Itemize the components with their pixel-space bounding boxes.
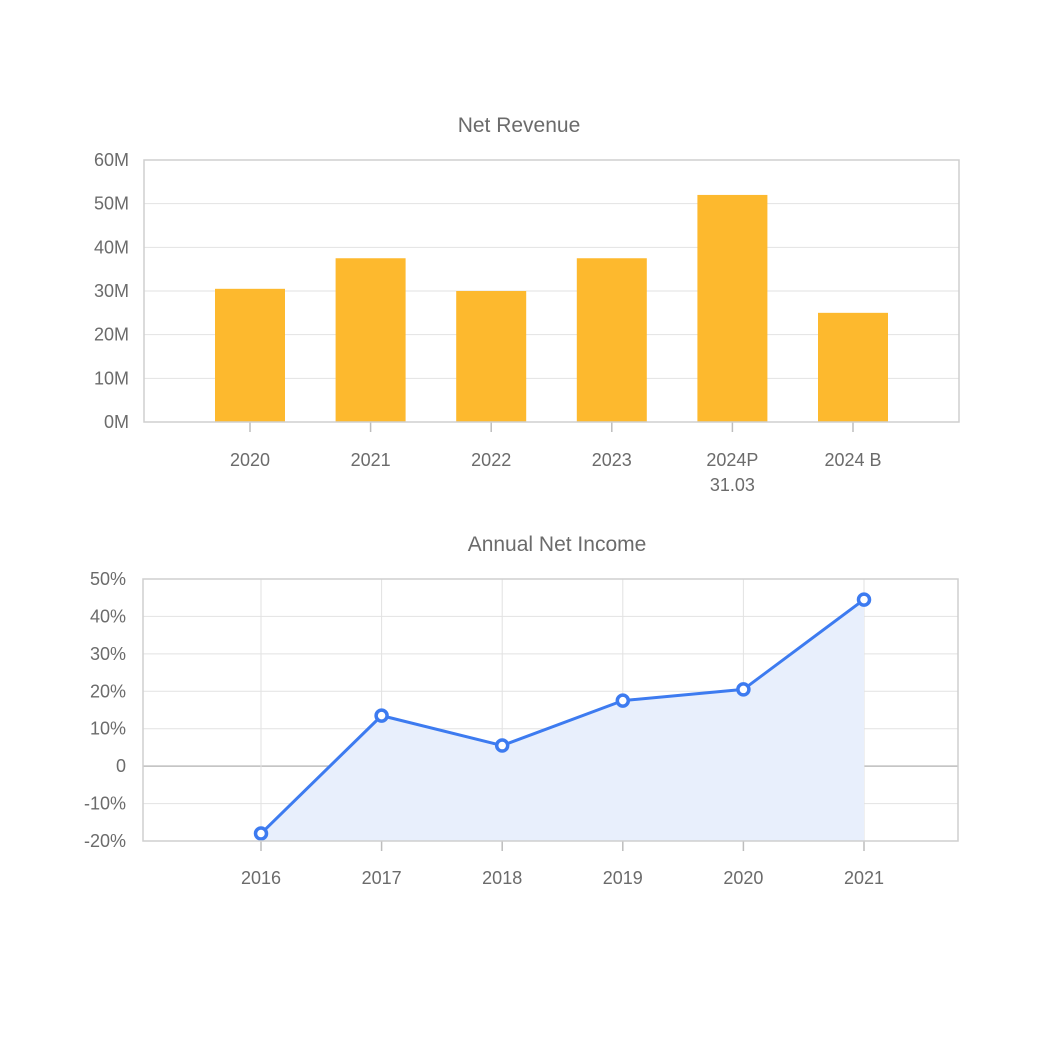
line-series (253, 592, 872, 841)
line-y-tick-label: -10% (84, 794, 126, 814)
line-y-tick-label: 40% (90, 606, 126, 626)
data-point (374, 708, 389, 723)
bar-y-tick-label: 0M (104, 412, 129, 432)
data-point (736, 682, 751, 697)
line-y-tick-label: 0 (116, 756, 126, 776)
bar-y-tick-label: 20M (94, 325, 129, 345)
bar-y-tick-label: 40M (94, 237, 129, 257)
bar-x-tick-label: 2020 (230, 450, 270, 470)
bar-x-tick-label: 2024 B (824, 450, 881, 470)
line-y-tick-label: 30% (90, 644, 126, 664)
bar-x-tick-label: 2022 (471, 450, 511, 470)
bar-x-tick-label: 31.03 (710, 475, 755, 495)
line-y-tick-label: -20% (84, 831, 126, 851)
bar-x-tick-label: 2021 (351, 450, 391, 470)
line-x-tick-label: 2021 (844, 868, 884, 888)
bar-series (215, 194, 888, 422)
bar-chart-title: Net Revenue (458, 114, 581, 137)
bar (335, 258, 406, 422)
data-point (253, 826, 269, 841)
bar-y-tick-labels: 0M 10M 20M 30M 40M 50M 60M (94, 150, 129, 432)
data-point (494, 738, 510, 753)
line-y-tick-labels: -20% -10% 0 10% 20% 30% 40% 50% (84, 569, 126, 851)
bar-y-tick-label: 50M (94, 194, 129, 214)
bar (576, 258, 647, 422)
line-y-tick-label: 20% (90, 681, 126, 701)
line-y-tick-label: 50% (90, 569, 126, 589)
line-x-tick-label: 2020 (723, 868, 763, 888)
bar (818, 312, 888, 422)
line-x-tick-label: 2018 (482, 868, 522, 888)
line-x-tick-label: 2017 (362, 868, 402, 888)
annual-net-income-chart: Annual Net Income -20% -10% 0 10% 20% 30% 40% 5… (84, 533, 959, 888)
bar (697, 194, 768, 422)
bar (456, 291, 527, 422)
line-x-tick-label: 2019 (603, 868, 643, 888)
line-plot-frame (142, 578, 959, 842)
bar-y-tick-label: 10M (94, 368, 129, 388)
bar-y-tick-label: 30M (94, 281, 129, 301)
bar-x-tick-label: 2023 (592, 450, 632, 470)
line-x-tick-labels: 2016 2017 2018 2019 2020 2021 (241, 841, 884, 888)
line-chart-title: Annual Net Income (468, 533, 647, 556)
bar-y-tick-label: 60M (94, 150, 129, 170)
bar-x-tick-label: 2024P (706, 450, 758, 470)
line-y-tick-label: 10% (90, 719, 126, 739)
area-fill (261, 599, 864, 841)
series-line (259, 598, 865, 835)
bar-x-tick-labels: 2020 2021 2022 2023 2024P 31.03 2024 B (230, 422, 882, 495)
bar (215, 288, 285, 422)
line-x-tick-label: 2016 (241, 868, 281, 888)
bar-plot-frame (143, 159, 960, 423)
data-point (856, 592, 872, 607)
data-point (615, 693, 631, 708)
